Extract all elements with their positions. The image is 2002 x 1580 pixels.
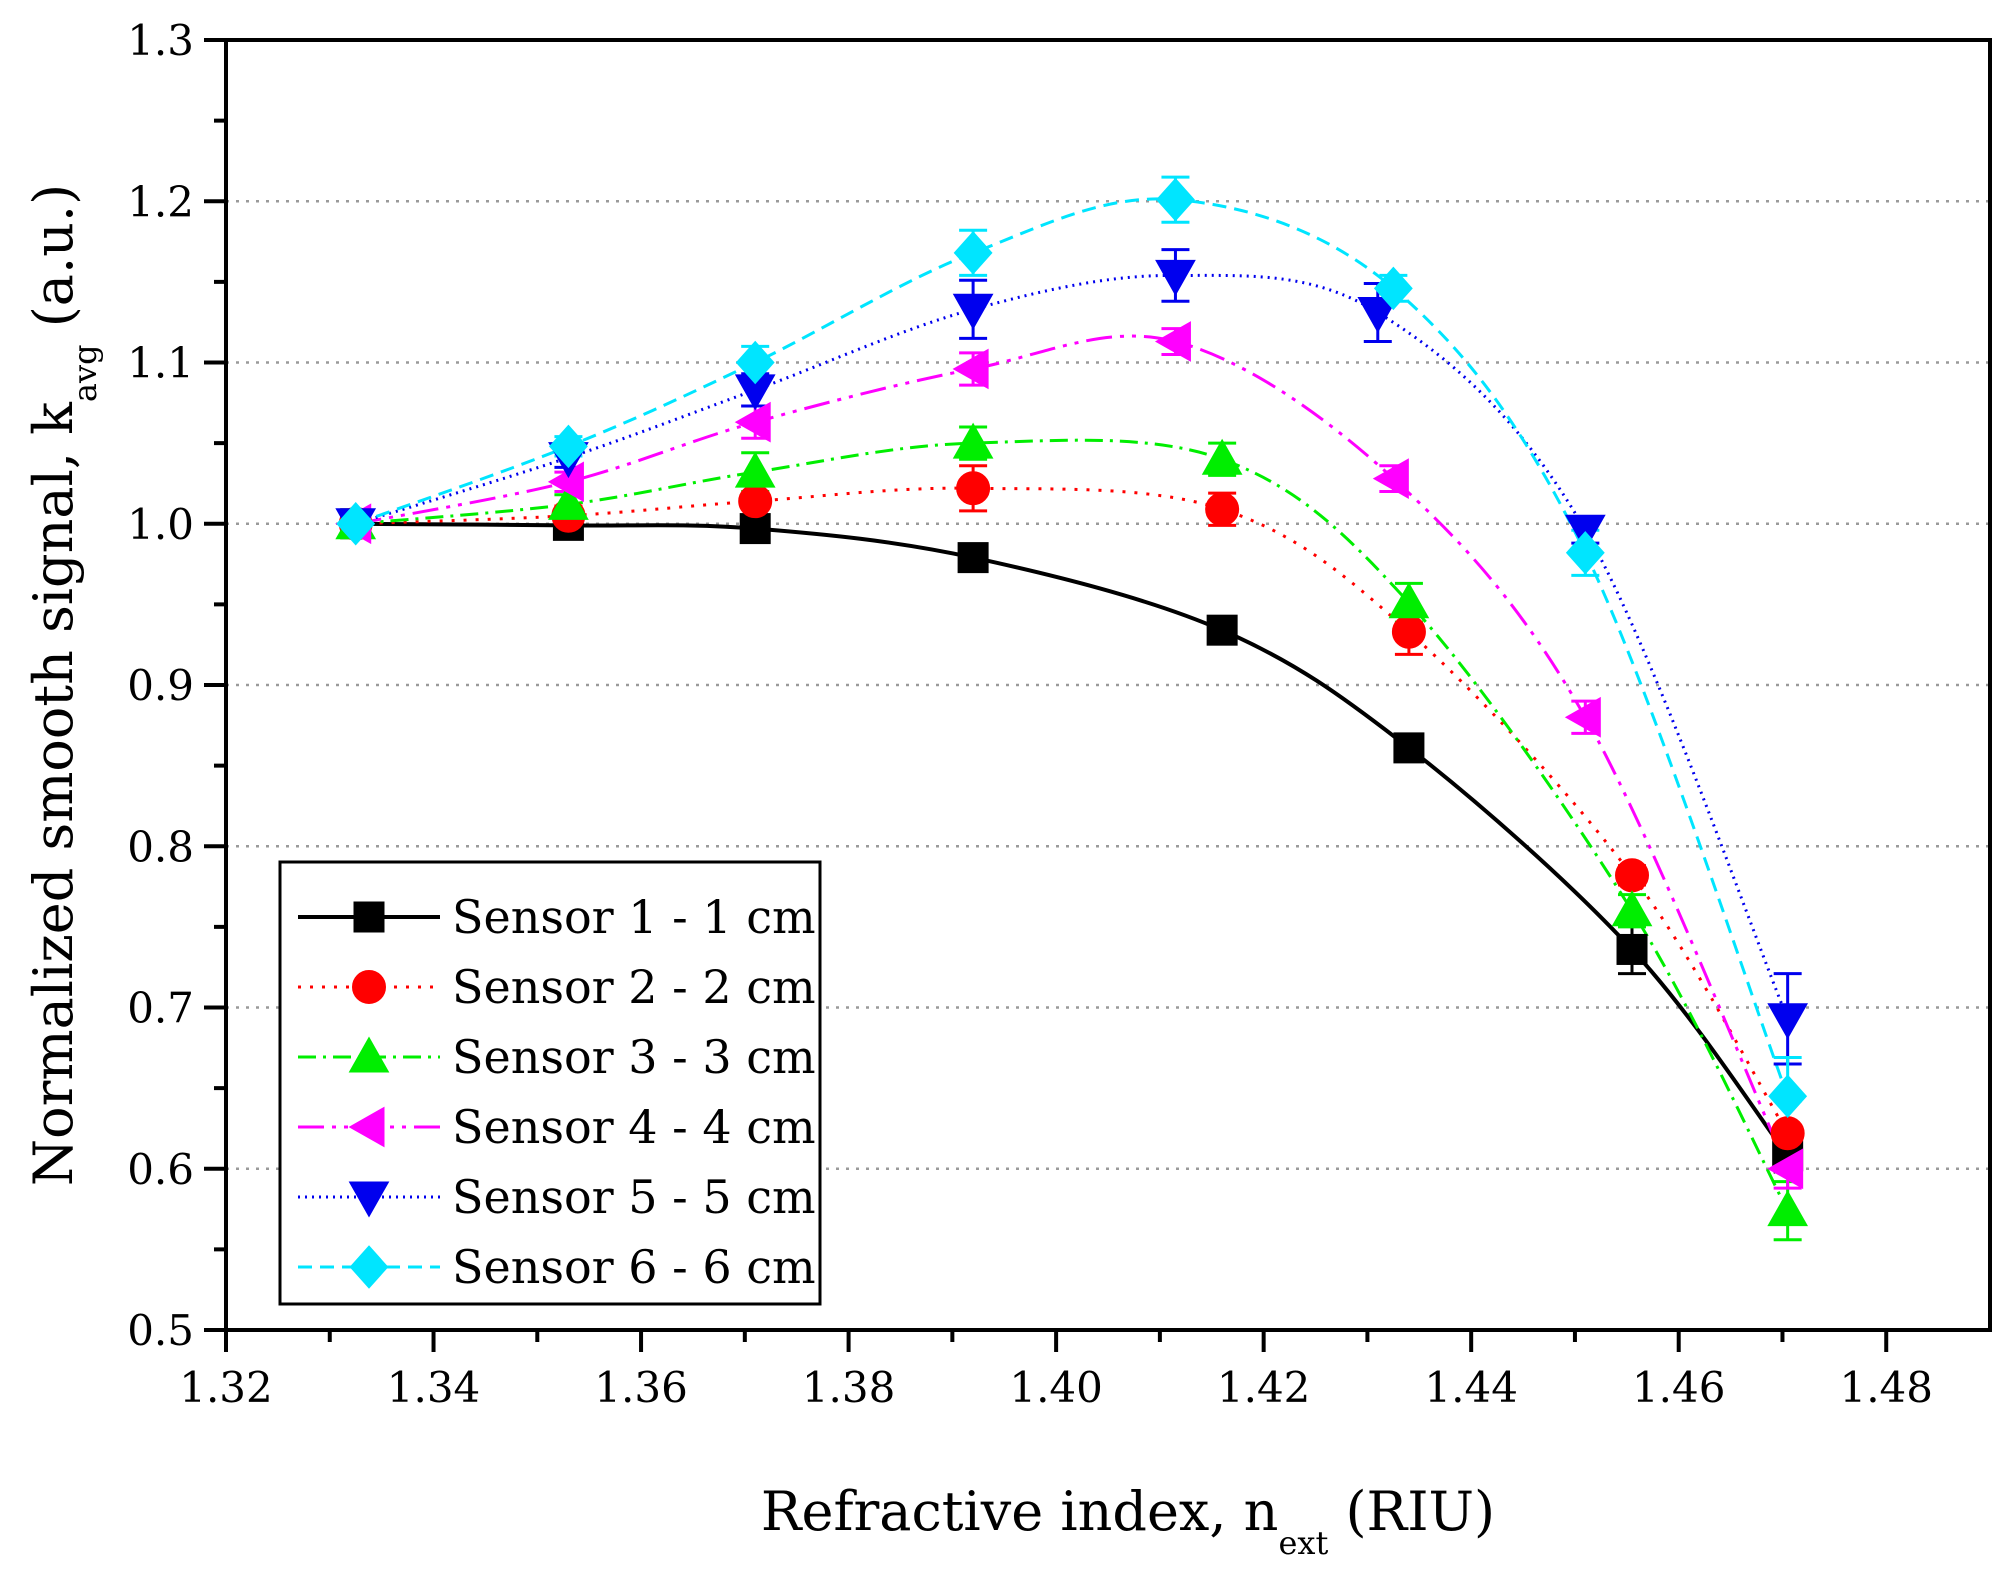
legend-marker-5	[348, 1181, 390, 1218]
x-tick-label: 1.40	[1009, 1363, 1103, 1412]
data-point-series-1	[1393, 732, 1425, 764]
y-tick-label: 0.5	[127, 1306, 194, 1355]
legend-label-4: Sensor 4 - 4 cm	[452, 1100, 816, 1154]
y-tick-label: 1.0	[127, 500, 194, 549]
data-point-series-3	[1767, 1190, 1809, 1227]
x-tick-label: 1.44	[1424, 1363, 1518, 1412]
y-tick-label: 1.2	[127, 177, 194, 226]
data-point-series-5	[1155, 259, 1196, 296]
legend-box	[278, 860, 822, 1306]
legend-label-2: Sensor 2 - 2 cm	[452, 960, 816, 1014]
data-point-series-3	[734, 451, 776, 488]
x-tick-label: 1.42	[1217, 1363, 1311, 1412]
legend-label-3: Sensor 3 - 3 cm	[452, 1030, 816, 1084]
legend: Sensor 1 - 1 cm Sensor 2 - 2 cm Sensor 3 -…	[278, 860, 822, 1306]
data-point-series-3	[1611, 890, 1653, 927]
legend-marker-4	[348, 1106, 385, 1148]
y-tick-label: 0.6	[127, 1145, 194, 1194]
data-point-series-6	[549, 424, 588, 469]
data-point-series-6	[1156, 177, 1195, 222]
data-point-series-2	[956, 471, 991, 506]
data-point-series-3	[548, 483, 589, 520]
data-point-series-6	[1565, 531, 1605, 575]
data-point-series-2	[1615, 858, 1650, 893]
series-line-3	[355, 438, 1790, 1212]
data-point-series-6	[1373, 266, 1413, 311]
legend-label-1: Sensor 1 - 1 cm	[452, 890, 816, 944]
y-tick-label: 1.1	[127, 339, 194, 388]
y-tick-label: 1.3	[127, 16, 194, 65]
data-point-series-6	[735, 340, 775, 385]
grid-lines	[226, 200, 1990, 1170]
legend-marker-2	[352, 970, 386, 1004]
data-point-series-1	[957, 542, 989, 574]
data-point-series-5	[952, 293, 994, 330]
legend-marker-6	[349, 1245, 389, 1289]
y-tick-label: 0.8	[127, 822, 194, 871]
data-markers	[335, 177, 1809, 1227]
data-point-series-5	[1357, 297, 1399, 334]
y-tick-label: 0.9	[127, 661, 194, 710]
x-tick-label: 1.34	[387, 1363, 481, 1412]
x-tick-label: 1.46	[1632, 1363, 1726, 1412]
data-point-series-3	[952, 422, 994, 459]
x-tick-label: 1.36	[594, 1363, 688, 1412]
series-line-6	[355, 197, 1790, 1097]
x-tick-label: 1.38	[802, 1363, 896, 1412]
y-tick-label: 0.7	[127, 984, 194, 1033]
legend-marker-1	[353, 901, 385, 933]
data-point-series-1	[1206, 614, 1238, 646]
data-point-series-4	[1767, 1148, 1804, 1190]
data-point-series-3	[1388, 582, 1430, 619]
data-point-series-5	[1767, 1003, 1809, 1040]
data-point-series-4	[1154, 321, 1191, 362]
x-tick-label: 1.48	[1839, 1363, 1933, 1412]
series-line-2	[355, 486, 1789, 1135]
legend-label-6: Sensor 6 - 6 cm	[452, 1240, 816, 1294]
axis-ticks: 1.32 1.34 1.36 1.38 1.40 1.42 1.44 1.46 1.48 0.5 0…	[127, 16, 1933, 1412]
data-point-series-2	[1391, 614, 1426, 649]
x-tick-label: 1.32	[179, 1363, 273, 1412]
data-point-series-4	[1372, 458, 1409, 499]
data-point-series-1	[1616, 933, 1648, 965]
legend-marker-3	[348, 1036, 390, 1073]
data-point-series-4	[1564, 696, 1601, 738]
data-point-series-6	[953, 231, 993, 275]
data-point-series-2	[1770, 1116, 1805, 1151]
data-point-series-3	[1201, 438, 1243, 475]
data-point-series-1	[739, 513, 771, 545]
x-axis-title: Refractive index, next (RIU)	[761, 1480, 1495, 1562]
data-point-series-4	[952, 348, 989, 390]
data-point-series-4	[734, 401, 771, 443]
data-point-series-2	[738, 484, 773, 519]
data-point-series-6	[1768, 1074, 1808, 1118]
y-axis-title: Normalized smooth signal, kavg (a.u.)	[22, 184, 104, 1186]
legend-label-5: Sensor 5 - 5 cm	[452, 1170, 816, 1224]
data-point-series-2	[1205, 492, 1240, 527]
data-point-series-6	[336, 501, 376, 546]
